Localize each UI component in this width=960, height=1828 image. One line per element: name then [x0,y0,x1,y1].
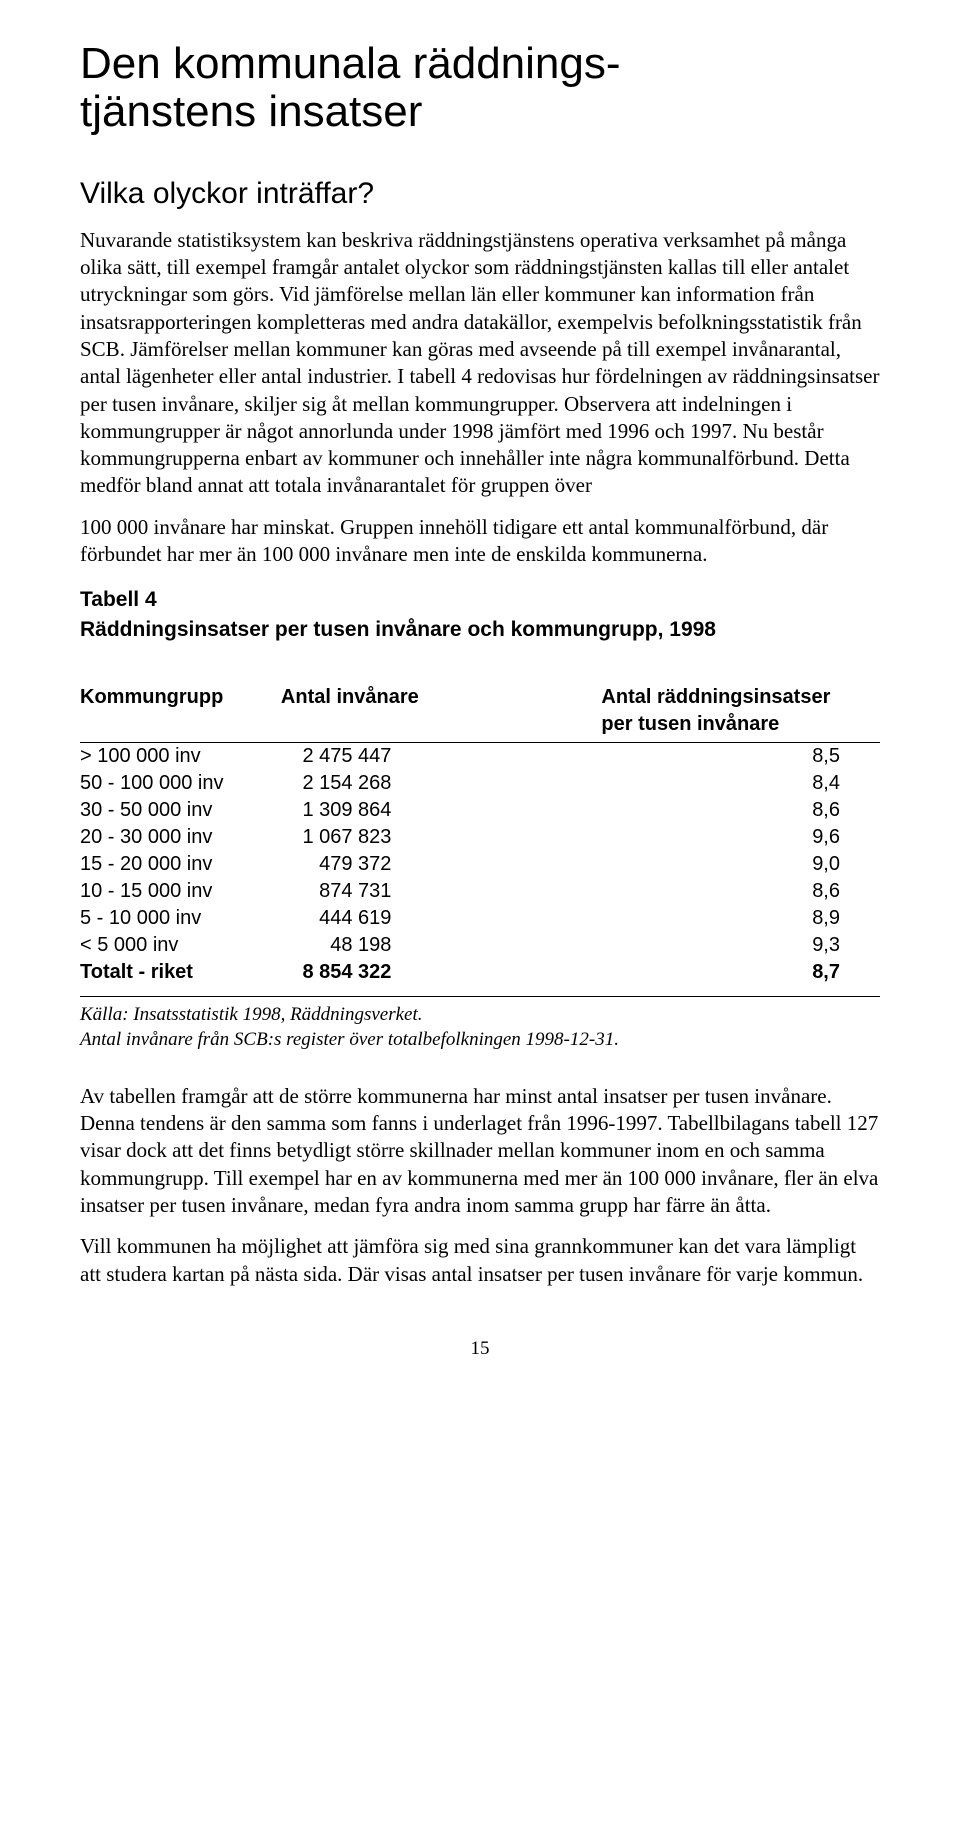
cell-group: 5 - 10 000 inv [80,905,251,932]
col-header-inhabitants: Antal invånare [251,682,572,713]
table-row: 20 - 30 000 inv 1 067 823 9,6 [80,824,880,851]
cell-group: 10 - 15 000 inv [80,878,251,905]
body-paragraph: Nuvarande statistiksystem kan beskriva r… [80,227,880,500]
cell-rate: 8,7 [571,959,880,986]
table-row: > 100 000 inv 2 475 447 8,5 [80,743,880,771]
table-source: Källa: Insatsstatistik 1998, Räddningsve… [80,996,880,1052]
table-title: Räddningsinsatser per tusen invånare och… [80,618,880,642]
cell-group: 15 - 20 000 inv [80,851,251,878]
cell-inhabitants: 479 372 [251,851,572,878]
cell-inhabitants: 1 309 864 [251,797,572,824]
cell-rate: 8,6 [571,797,880,824]
table-row: 10 - 15 000 inv 874 731 8,6 [80,878,880,905]
cell-rate: 9,6 [571,824,880,851]
cell-inhabitants: 8 854 322 [251,959,572,986]
section-heading: Vilka olyckor inträffar? [80,177,880,211]
col-header-rate-1: Antal räddningsinsatser [571,682,880,713]
table-row: 5 - 10 000 inv 444 619 8,9 [80,905,880,932]
body-paragraph: 100 000 invånare har minskat. Gruppen in… [80,514,880,569]
cell-group: 20 - 30 000 inv [80,824,251,851]
source-line: Antal invånare från SCB:s register över … [80,1029,619,1050]
body-paragraph: Vill kommunen ha möjlighet att jämföra s… [80,1233,880,1288]
table-row: 15 - 20 000 inv 479 372 9,0 [80,851,880,878]
col-header-rate-2: per tusen invånare [571,713,880,743]
title-line-1: Den kommunala räddnings- [80,39,621,88]
cell-inhabitants: 874 731 [251,878,572,905]
table-row-total: Totalt - riket 8 854 322 8,7 [80,959,880,986]
cell-rate: 8,4 [571,770,880,797]
cell-inhabitants: 48 198 [251,932,572,959]
table-label: Tabell 4 [80,588,880,612]
cell-group: 30 - 50 000 inv [80,797,251,824]
source-line: Källa: Insatsstatistik 1998, Räddningsve… [80,1004,423,1025]
cell-group: > 100 000 inv [80,743,251,771]
cell-inhabitants: 2 154 268 [251,770,572,797]
body-paragraph: Av tabellen framgår att de större kommun… [80,1083,880,1219]
page-number: 15 [80,1338,880,1360]
cell-group: Totalt - riket [80,959,251,986]
table-body: > 100 000 inv 2 475 447 8,5 50 - 100 000… [80,743,880,987]
data-table: Kommungrupp Antal invånare Antal räddnin… [80,682,880,986]
cell-inhabitants: 1 067 823 [251,824,572,851]
cell-group: 50 - 100 000 inv [80,770,251,797]
cell-group: < 5 000 inv [80,932,251,959]
cell-inhabitants: 2 475 447 [251,743,572,771]
cell-rate: 8,9 [571,905,880,932]
cell-rate: 8,6 [571,878,880,905]
cell-rate: 9,3 [571,932,880,959]
cell-rate: 9,0 [571,851,880,878]
page-title: Den kommunala räddnings- tjänstens insat… [80,40,880,137]
table-row: 50 - 100 000 inv 2 154 268 8,4 [80,770,880,797]
cell-rate: 8,5 [571,743,880,771]
table-row: 30 - 50 000 inv 1 309 864 8,6 [80,797,880,824]
col-header-group: Kommungrupp [80,682,251,713]
cell-inhabitants: 444 619 [251,905,572,932]
table-row: < 5 000 inv 48 198 9,3 [80,932,880,959]
title-line-2: tjänstens insatser [80,87,422,136]
